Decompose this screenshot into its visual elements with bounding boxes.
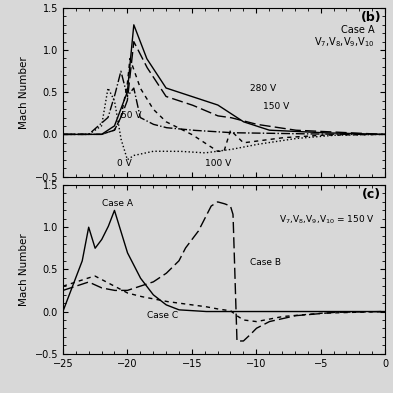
0 V	[209, 150, 214, 154]
100 V	[128, 56, 132, 61]
150 V	[383, 132, 387, 137]
100 V	[209, 145, 213, 149]
0 V	[106, 86, 110, 90]
100 V	[314, 133, 319, 138]
0 V	[314, 134, 319, 139]
50 V	[77, 132, 82, 137]
Text: 150 V: 150 V	[263, 102, 289, 111]
280 V	[383, 132, 387, 137]
50 V	[383, 132, 387, 137]
50 V	[209, 129, 213, 134]
Line: 50 V: 50 V	[63, 71, 385, 134]
Text: V$_7$,V$_8$,V$_9$,V$_{10}$: V$_7$,V$_8$,V$_9$,V$_{10}$	[314, 35, 375, 49]
100 V	[77, 132, 82, 137]
150 V	[77, 132, 82, 137]
100 V	[383, 132, 387, 137]
100 V	[215, 149, 220, 154]
150 V	[61, 132, 65, 137]
150 V	[217, 114, 222, 118]
Text: Case A: Case A	[101, 199, 132, 208]
Text: Case B: Case B	[250, 258, 281, 267]
Text: 280 V: 280 V	[250, 84, 276, 94]
0 V	[125, 157, 130, 162]
Line: 0 V: 0 V	[63, 88, 385, 160]
Line: 280 V: 280 V	[63, 25, 385, 134]
100 V	[218, 149, 222, 154]
Text: 0 V: 0 V	[117, 160, 132, 169]
Text: (b): (b)	[361, 11, 381, 24]
0 V	[374, 132, 378, 137]
280 V	[373, 132, 378, 136]
0 V	[383, 132, 387, 137]
280 V	[77, 132, 82, 137]
280 V	[209, 101, 213, 105]
280 V	[314, 130, 319, 135]
50 V	[217, 130, 222, 134]
50 V	[373, 132, 378, 137]
100 V	[374, 132, 378, 137]
100 V	[374, 132, 378, 137]
Y-axis label: Mach Number: Mach Number	[19, 56, 29, 129]
Y-axis label: Mach Number: Mach Number	[19, 233, 29, 306]
50 V	[374, 132, 378, 137]
0 V	[218, 149, 222, 153]
150 V	[314, 129, 319, 134]
0 V	[77, 132, 82, 137]
150 V	[209, 111, 213, 116]
280 V	[131, 22, 136, 27]
100 V	[61, 132, 65, 137]
50 V	[119, 69, 123, 73]
50 V	[61, 132, 65, 137]
150 V	[373, 132, 378, 136]
Text: V$_7$,V$_8$,V$_9$,V$_{10}$ = 150 V: V$_7$,V$_8$,V$_9$,V$_{10}$ = 150 V	[279, 214, 375, 226]
Text: 50 V: 50 V	[121, 110, 141, 119]
280 V	[374, 132, 378, 136]
Text: 100 V: 100 V	[205, 160, 231, 169]
150 V	[374, 132, 378, 136]
280 V	[217, 104, 222, 108]
0 V	[61, 132, 65, 137]
50 V	[314, 132, 319, 136]
Text: (c): (c)	[362, 187, 381, 201]
Text: Case C: Case C	[147, 311, 178, 320]
Text: Case A: Case A	[341, 25, 375, 35]
Line: 100 V: 100 V	[63, 59, 385, 151]
150 V	[131, 39, 136, 44]
0 V	[374, 132, 378, 137]
Line: 150 V: 150 V	[63, 42, 385, 134]
280 V	[61, 132, 65, 137]
